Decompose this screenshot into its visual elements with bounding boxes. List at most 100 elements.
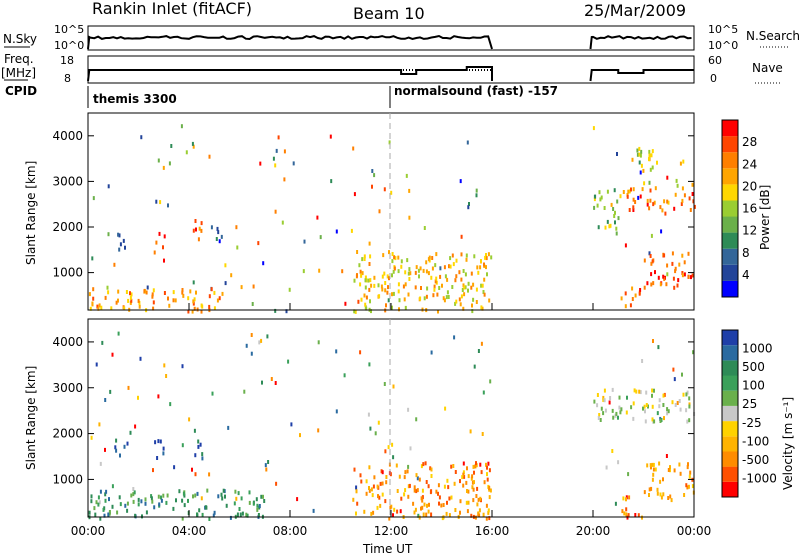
echo-cell	[638, 291, 641, 296]
echo-cell	[662, 393, 665, 398]
echo-cell	[229, 515, 232, 520]
echo-cell	[217, 494, 220, 499]
echo-cell	[638, 152, 641, 157]
echo-cell	[614, 501, 617, 506]
echo-cell	[665, 454, 668, 458]
echo-cell	[182, 293, 185, 298]
echo-cell	[652, 339, 654, 343]
echo-cell	[158, 231, 161, 236]
echo-cell	[681, 372, 683, 377]
echo-cell	[159, 200, 162, 205]
colorbar-frame	[721, 119, 739, 298]
echo-cell	[90, 494, 93, 499]
colorbar-swatch	[722, 466, 738, 482]
echo-cell	[356, 273, 358, 278]
echo-cell	[104, 447, 106, 452]
echo-cell	[187, 296, 190, 301]
echo-cell	[399, 509, 402, 514]
echo-cell	[239, 512, 242, 517]
colorbar-tick-label: -500	[742, 453, 769, 467]
echo-cell	[400, 496, 403, 501]
echo-cell	[139, 356, 142, 361]
echo-cell	[99, 516, 102, 521]
echo-cell	[473, 470, 475, 475]
echo-cell	[670, 498, 673, 503]
echo-cell	[594, 194, 597, 199]
echo-cell	[596, 393, 599, 397]
echo-cell	[192, 228, 195, 233]
echo-cell	[193, 306, 196, 311]
echo-cell	[448, 264, 450, 269]
echo-cell	[97, 306, 100, 311]
echo-cell	[447, 485, 450, 490]
echo-cell	[609, 223, 612, 228]
echo-cell	[646, 463, 649, 468]
echo-cell	[257, 513, 260, 517]
echo-cell	[222, 488, 225, 493]
echo-cell	[481, 306, 484, 311]
echo-cell	[666, 263, 669, 268]
echo-cell	[92, 296, 95, 301]
echo-cell	[643, 404, 646, 409]
echo-cell	[631, 297, 634, 301]
echo-cell	[220, 492, 223, 497]
velocity-ylabel: Slant Range [km]	[24, 366, 38, 470]
echo-cell	[438, 501, 440, 506]
power-y-ticks: 4000 3000 2000 1000	[52, 129, 694, 280]
echo-cell	[666, 175, 669, 180]
echo-cell	[246, 513, 249, 518]
echo-cell	[127, 385, 130, 390]
echo-cell	[469, 429, 472, 434]
echo-cell	[688, 474, 691, 479]
echo-cell	[483, 277, 486, 282]
echo-cell	[283, 149, 286, 154]
echo-cell	[672, 367, 675, 372]
echo-cell	[459, 499, 462, 504]
echo-cell	[662, 492, 665, 497]
echo-cell	[639, 288, 642, 292]
echo-cell	[420, 496, 423, 501]
echo-cell	[363, 293, 366, 298]
echo-cell	[154, 440, 157, 445]
echo-cell	[674, 192, 677, 197]
velocity-colorbar: 1000 500 100 25 -25 -100 -500 -1000	[721, 329, 777, 498]
echo-cell	[466, 489, 468, 493]
echo-cell	[643, 285, 646, 290]
echo-cell	[200, 309, 203, 314]
echo-cell	[385, 480, 388, 485]
echo-cell	[252, 284, 255, 289]
freq-line	[589, 69, 694, 82]
echo-cell	[255, 497, 258, 502]
echo-cell	[376, 505, 379, 510]
echo-cell	[622, 496, 625, 501]
echo-cell	[611, 449, 614, 453]
echo-cell	[682, 159, 685, 164]
y-tick-label: 1000	[52, 472, 83, 486]
echo-cell	[90, 435, 93, 440]
echo-cell	[414, 507, 417, 512]
echo-cell	[436, 292, 439, 297]
echo-cell	[178, 489, 181, 494]
echo-cell	[105, 489, 108, 494]
power-colorbar: 28 24 20 16 12 8 4	[721, 119, 757, 298]
echo-cell	[634, 513, 637, 517]
echo-cell	[638, 146, 641, 151]
echo-cell	[653, 419, 656, 424]
echo-cell	[343, 373, 346, 378]
echo-cell	[425, 294, 428, 299]
echo-cell	[392, 455, 395, 460]
echo-cell	[100, 305, 103, 310]
echo-cell	[408, 483, 411, 488]
echo-cell	[462, 269, 465, 273]
echo-cell	[248, 490, 251, 495]
echo-cell	[201, 512, 204, 517]
echo-cell	[664, 211, 667, 216]
echo-cell	[475, 188, 478, 193]
echo-cell	[368, 488, 371, 493]
echo-cell	[656, 491, 659, 496]
echo-cell	[371, 169, 374, 173]
echo-cell	[641, 187, 644, 192]
echo-cell	[681, 186, 684, 191]
echo-cell	[470, 285, 473, 290]
echo-cell	[379, 503, 382, 508]
